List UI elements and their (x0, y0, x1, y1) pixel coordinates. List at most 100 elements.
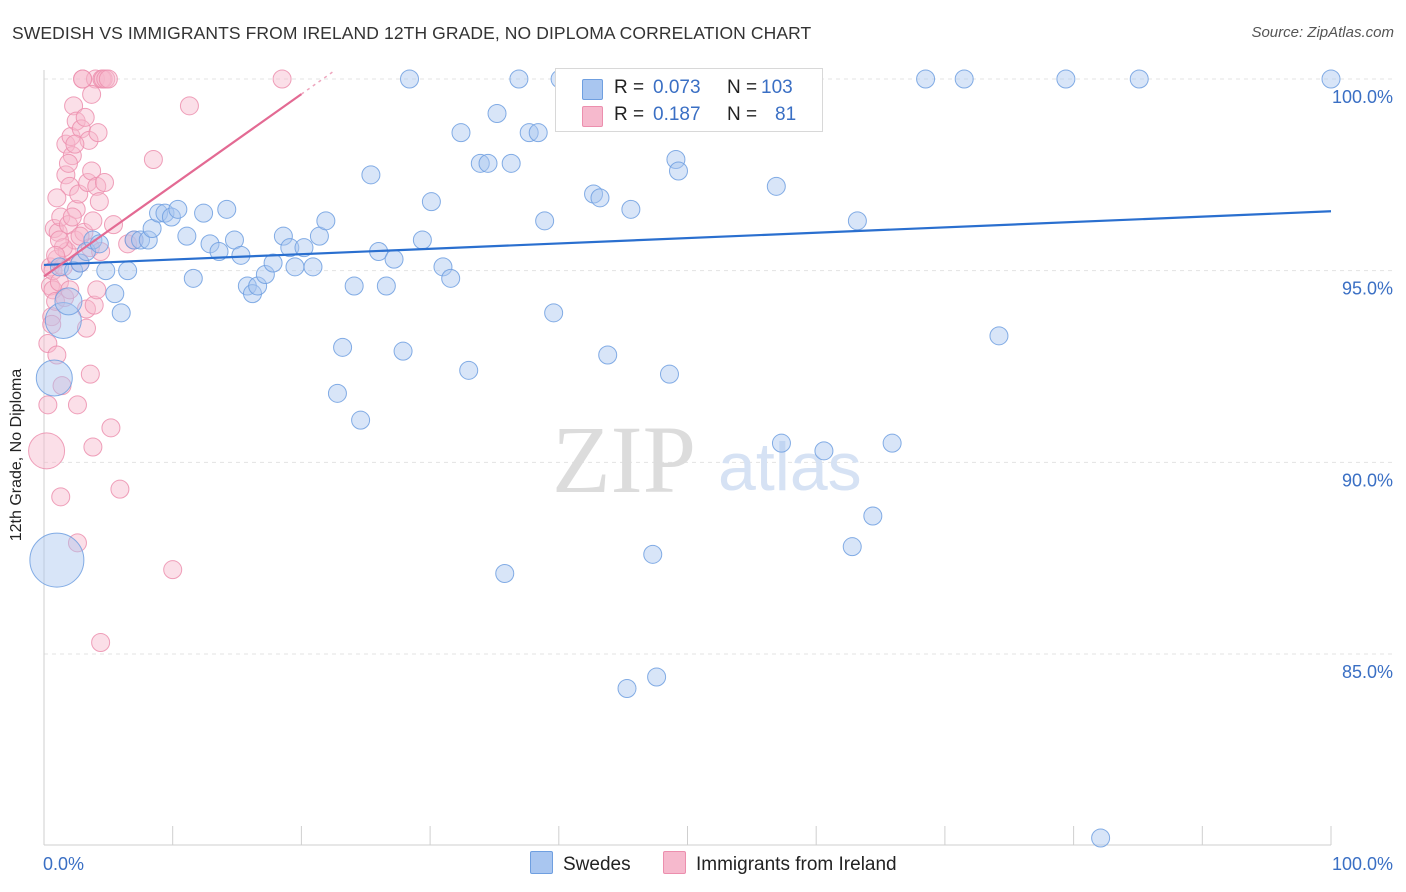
ireland-point (89, 192, 109, 212)
y-tick-label: 85.0% (1342, 662, 1393, 682)
swedes-point (168, 199, 188, 219)
swedes-point (590, 188, 610, 208)
ireland-point (98, 69, 118, 89)
swedes-point (470, 153, 490, 173)
swedes-swatch (530, 851, 553, 874)
swedes-point (54, 287, 83, 316)
ireland-point (91, 242, 111, 261)
x-tick-label: 100.0% (1332, 854, 1393, 874)
swedes-point (400, 69, 420, 89)
series-legend-swedes[interactable]: Swedes (530, 851, 631, 876)
watermark-atlas: atlas (718, 429, 862, 505)
swedes-point (393, 341, 413, 361)
swedes-point (303, 257, 323, 277)
swedes-point (64, 261, 84, 281)
ireland-point (48, 222, 68, 242)
swedes-point (621, 199, 641, 219)
swedes-point (177, 226, 197, 246)
swedes-point (118, 261, 138, 281)
ireland-point (51, 487, 71, 507)
ireland-legend-label: Immigrants from Ireland (696, 854, 897, 875)
swedes-point (495, 564, 515, 583)
ireland-point (44, 219, 64, 238)
ireland-point (67, 395, 87, 415)
swedes-point (263, 253, 283, 273)
ireland-point (80, 364, 100, 384)
swedes-point (1321, 69, 1341, 89)
ireland-point (47, 188, 67, 208)
ireland-point (64, 96, 84, 116)
swedes-point (248, 276, 268, 296)
ireland-point (272, 69, 292, 89)
swedes-point (1129, 69, 1149, 89)
watermark-zip: ZIP (552, 406, 696, 513)
ireland-point (87, 280, 107, 300)
swedes-point (384, 249, 404, 269)
swedes-point (535, 211, 555, 231)
swedes-point (327, 383, 347, 403)
ireland-point (88, 123, 108, 143)
legend-r-label: R = (614, 77, 645, 98)
swedes-point (183, 268, 203, 288)
swedes-point (105, 284, 125, 304)
correlation-legend: R = 0.073 N = 103 R = 0.187 N = 81 (555, 68, 823, 132)
legend-row-ireland: R = 0.187 N = 81 (556, 102, 822, 128)
ireland-trend-extension (300, 70, 335, 95)
swedes-point (668, 161, 688, 181)
legend-n-label: N = (727, 77, 758, 98)
y-tick-label: 90.0% (1342, 470, 1393, 490)
swedes-point (459, 360, 479, 380)
y-tick-label: 95.0% (1342, 279, 1393, 299)
swedes-point (509, 69, 529, 89)
swedes-point (273, 226, 293, 246)
y-tick-label: 100.0% (1332, 87, 1393, 107)
swedes-point (255, 265, 275, 284)
ireland-point (76, 318, 96, 338)
legend-r-label: R = (614, 104, 645, 125)
ireland-point (84, 295, 104, 315)
swedes-point (441, 268, 461, 288)
swedes-point (44, 302, 82, 339)
series-legend-ireland[interactable]: Immigrants from Ireland (663, 851, 897, 876)
swedes-point (35, 359, 73, 397)
swedes-point (412, 230, 432, 250)
swedes-trend-line (43, 210, 1332, 267)
swedes-point (814, 441, 834, 461)
ireland-point (83, 437, 103, 457)
swedes-point (421, 192, 441, 212)
swedes-point (29, 532, 85, 588)
swedes-point (544, 303, 564, 323)
swedes-point (528, 123, 548, 143)
ireland-point (110, 479, 130, 499)
ireland-point (47, 345, 67, 365)
y-axis-label: 12th Grade, No Diploma (8, 368, 25, 542)
swedes-point (989, 326, 1009, 346)
swedes-point (647, 667, 667, 687)
swedes-point (847, 211, 867, 231)
swedes-point (598, 345, 618, 365)
ireland-point (75, 107, 95, 127)
ireland-trend-line (43, 93, 303, 278)
legend-n-label: N = (727, 104, 758, 125)
legend-r-value: 0.073 (653, 77, 701, 98)
ireland-points (28, 69, 292, 652)
swedes-point (501, 153, 521, 173)
ireland-point (51, 207, 71, 227)
ireland-point (163, 560, 183, 580)
swedes-point (333, 337, 353, 357)
ireland-point (38, 395, 58, 415)
legend-swatch-swedes (582, 79, 603, 100)
ireland-point (49, 230, 69, 250)
swedes-point (344, 276, 364, 296)
ireland-swatch (663, 851, 686, 874)
y-tick-labels: 100.0% 95.0% 90.0% 85.0% (1332, 87, 1393, 682)
swedes-points (29, 69, 1341, 848)
legend-swatch-ireland (582, 106, 603, 127)
ireland-point (82, 161, 102, 181)
swedes-point (194, 203, 214, 223)
swedes-point (138, 230, 158, 250)
chart-title: SWEDISH VS IMMIGRANTS FROM IRELAND 12TH … (12, 23, 812, 43)
swedes-point (131, 230, 151, 250)
ireland-point (179, 96, 199, 116)
